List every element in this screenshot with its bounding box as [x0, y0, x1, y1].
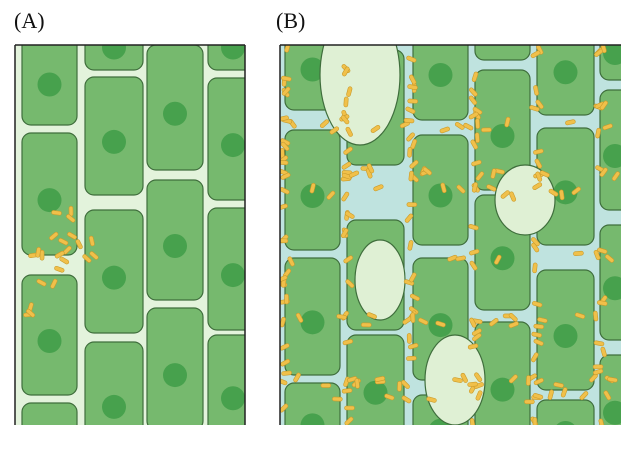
nucleus	[221, 263, 245, 287]
bacterium	[481, 128, 491, 132]
bacterium	[342, 388, 352, 393]
nucleus	[221, 36, 245, 60]
bacterium	[593, 365, 603, 369]
plant-cell	[22, 403, 77, 454]
nucleus	[364, 381, 388, 405]
panel-a	[15, 20, 258, 454]
panel-b	[277, 5, 621, 454]
panel-label: (A)	[14, 8, 45, 33]
bacterium	[526, 375, 531, 385]
lysed-cell	[355, 240, 405, 320]
illustration: (A) (B)	[0, 0, 621, 454]
bacterium	[404, 118, 414, 123]
bacterium	[344, 97, 349, 107]
nucleus	[554, 60, 578, 84]
bacterium	[407, 202, 417, 206]
nucleus	[163, 102, 187, 126]
bacterium	[475, 133, 480, 143]
nucleus	[491, 124, 515, 148]
plant-cell	[475, 20, 530, 60]
bacterium	[411, 313, 416, 323]
nucleus	[163, 363, 187, 387]
bacterium	[332, 397, 342, 401]
nucleus	[102, 130, 126, 154]
bacterium	[532, 263, 537, 273]
nucleus	[163, 234, 187, 258]
bacterium	[397, 381, 401, 391]
nucleus	[221, 386, 245, 410]
nucleus	[221, 133, 245, 157]
lysed-cell	[320, 5, 400, 145]
bacterium	[593, 311, 598, 321]
nucleus	[554, 421, 578, 445]
nucleus	[301, 310, 325, 334]
nucleus	[38, 188, 62, 212]
bacterium	[285, 294, 289, 304]
nucleus	[429, 63, 453, 87]
panel-label: (B)	[276, 8, 305, 33]
bacterium	[468, 382, 478, 387]
bacterium	[355, 378, 360, 388]
nucleus	[38, 73, 62, 97]
bacterium	[361, 323, 371, 327]
bacterium	[475, 119, 480, 129]
bacterium	[573, 251, 583, 256]
bacterium	[408, 99, 418, 104]
bacterium	[409, 171, 414, 181]
nucleus	[102, 36, 126, 60]
bacterium	[524, 400, 534, 404]
bacterium	[406, 356, 416, 361]
bacterium	[345, 406, 355, 410]
bacterium	[533, 417, 537, 427]
bacterium	[281, 371, 291, 376]
nucleus	[554, 324, 578, 348]
nucleus	[491, 246, 515, 270]
nucleus	[38, 428, 62, 452]
bacterium	[321, 384, 331, 388]
nucleus	[38, 329, 62, 353]
nucleus	[301, 413, 325, 437]
nucleus	[102, 266, 126, 290]
bacterium	[407, 147, 412, 157]
plant-cell	[537, 400, 594, 454]
bacterium	[534, 324, 544, 329]
nucleus	[102, 395, 126, 419]
nucleus	[429, 184, 453, 208]
bacterium	[407, 333, 411, 343]
